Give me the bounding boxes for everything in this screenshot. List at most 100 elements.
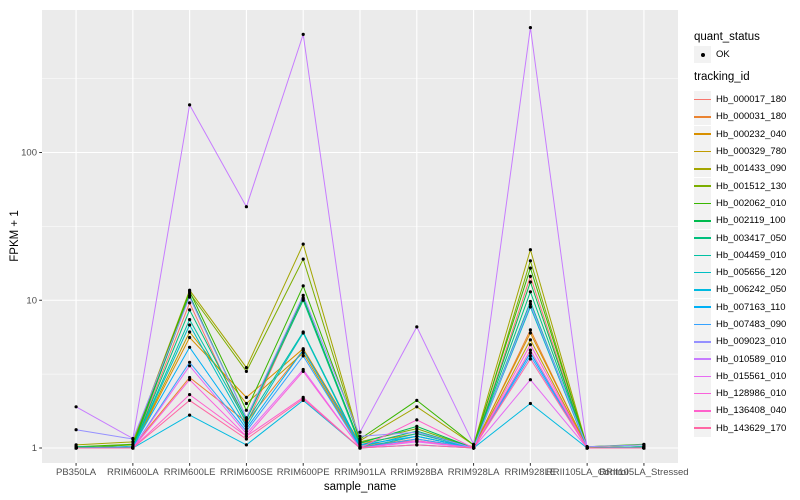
legend-item-label: Hb_010589_010 [716, 353, 787, 365]
data-point [415, 443, 419, 447]
data-point [188, 323, 192, 327]
data-point [74, 405, 78, 409]
legend-item-label: Hb_001512_130 [716, 180, 787, 192]
data-point [244, 434, 248, 438]
legend-line-swatch [694, 185, 711, 187]
legend-item-Hb_000031_180: Hb_000031_180 [694, 108, 786, 126]
data-point [415, 427, 419, 431]
data-point [244, 395, 248, 399]
data-point [301, 348, 305, 352]
data-point [301, 354, 305, 358]
data-point [642, 446, 646, 450]
data-point [415, 434, 419, 438]
data-point [244, 205, 248, 209]
legend-item-Hb_006242_050: Hb_006242_050 [694, 281, 786, 299]
data-point [301, 284, 305, 288]
x-axis-title: sample_name [323, 481, 397, 493]
legend-line-swatch [694, 375, 711, 378]
legend-item-label: Hb_015561_010 [716, 370, 787, 382]
data-point [358, 443, 362, 447]
data-point [358, 437, 362, 441]
data-point [244, 443, 248, 447]
legend-item-Hb_136408_040: Hb_136408_040 [694, 402, 787, 420]
data-point [188, 295, 192, 299]
data-point [415, 418, 419, 422]
data-point [188, 378, 192, 382]
legend-line-swatch [694, 427, 711, 430]
x-tick-label-RRIM928LA: RRIM928LA [448, 467, 500, 478]
data-point [528, 305, 533, 309]
legend-line-swatch [694, 150, 711, 153]
legend-line-swatch [694, 98, 711, 101]
data-point [244, 422, 248, 426]
data-point [188, 335, 192, 340]
legend-item-label: Hb_128986_010 [716, 388, 787, 400]
legend-item-Hb_015561_010: Hb_015561_010 [694, 367, 787, 385]
data-point [528, 351, 533, 355]
data-point [528, 274, 533, 278]
legend-line-swatch [694, 392, 711, 395]
data-point [188, 393, 192, 397]
legend-item-Hb_000329_780: Hb_000329_780 [694, 143, 786, 161]
data-point [244, 424, 248, 428]
legend-line-swatch [694, 254, 711, 257]
legend-key-box [694, 160, 711, 178]
legend-item-Hb_005656_120: Hb_005656_120 [694, 264, 786, 282]
data-point [244, 369, 248, 373]
data-point [358, 434, 362, 438]
data-point [301, 296, 305, 300]
data-point [528, 248, 533, 252]
data-point [528, 331, 533, 335]
legend-key-box [694, 246, 711, 264]
legend-item-Hb_010589_010: Hb_010589_010 [694, 350, 787, 368]
x-tick-label-RRIM901LA: RRIM901LA [334, 467, 386, 478]
data-point [528, 378, 533, 382]
data-point [585, 446, 589, 450]
legend-key-box [694, 108, 711, 126]
data-point [358, 446, 362, 450]
data-point [415, 325, 419, 329]
legend-line-swatch [694, 202, 711, 205]
data-point [244, 401, 248, 406]
x-tick-label-RRII105LA_Control: RRII105LA_Control [546, 467, 628, 478]
legend-item-Hb_128986_010: Hb_128986_010 [694, 385, 787, 403]
data-point [528, 354, 533, 358]
legend-item-label: Hb_136408_040 [716, 405, 787, 417]
x-tick-label-RRIM928LE: RRIM928LE [504, 467, 556, 478]
data-point [301, 351, 305, 355]
legend-title-quant-status: quant_status [694, 31, 760, 43]
data-point [188, 398, 192, 402]
data-point [74, 428, 78, 432]
x-tick-label-RRIM600PE: RRIM600PE [277, 467, 330, 478]
legend-title-tracking-id: tracking_id [694, 71, 750, 83]
data-point [188, 308, 192, 312]
data-point [528, 357, 533, 361]
legend-item-label: Hb_001433_090 [716, 163, 787, 175]
data-point [528, 290, 533, 294]
legend-key-box [694, 143, 711, 161]
data-point [188, 301, 192, 305]
data-point [301, 397, 305, 401]
legend-line-swatch [694, 271, 711, 274]
data-point [188, 413, 192, 417]
data-point [528, 280, 533, 284]
data-point [358, 430, 362, 434]
legend-key-box [694, 229, 711, 247]
data-point [188, 289, 192, 293]
legend-line-swatch [694, 323, 711, 326]
y-tick-label: 1 [32, 443, 37, 454]
legend-key-box [694, 298, 711, 316]
legend-line-swatch [694, 219, 711, 222]
legend-item-label: Hb_000017_180 [716, 94, 787, 106]
legend-item-label: Hb_000232_040 [716, 128, 787, 140]
legend-item-Hb_000232_040: Hb_000232_040 [694, 125, 787, 143]
legend-item-ok: OK [694, 46, 730, 64]
legend-line-swatch [694, 237, 711, 239]
data-point [244, 416, 248, 420]
x-tick-label-RRII105LA_Stressed: RRII105LA_Stressed [599, 467, 688, 478]
legend-key-box [694, 91, 711, 109]
data-point [642, 443, 646, 447]
legend-key-box [694, 177, 711, 195]
legend-key-box [694, 316, 711, 333]
